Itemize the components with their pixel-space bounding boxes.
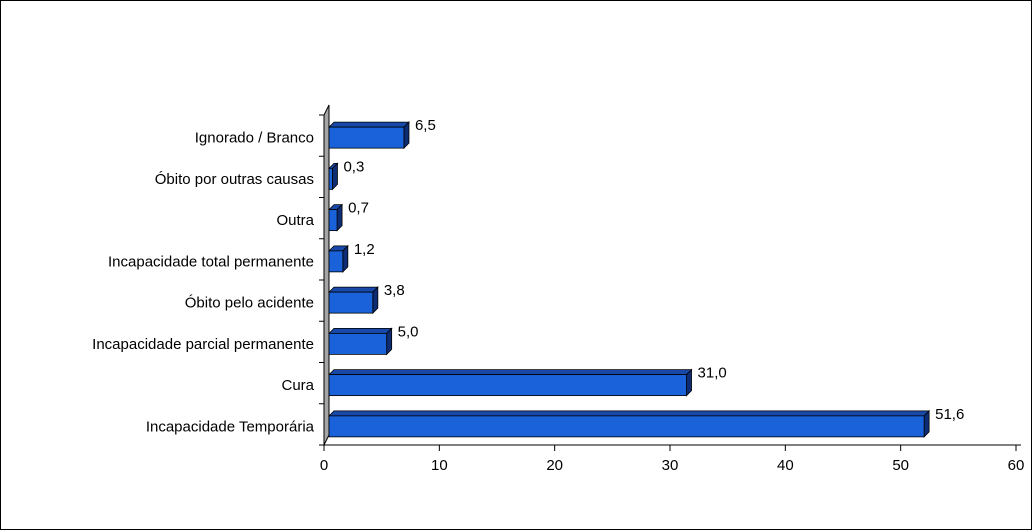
bar [328,121,410,150]
bar-front-face [328,374,687,397]
category-label: Incapacidade Temporária [146,418,315,435]
bar [328,368,693,397]
bar-front-face [328,291,374,314]
bar-front-face [328,415,925,438]
bars [328,121,931,438]
value-label: 51,6 [935,406,964,423]
bar-top-face [328,369,693,376]
bar-front-face [328,167,333,190]
bar-side-face [686,368,692,397]
x-tick-label: 50 [892,457,909,474]
bar [328,286,379,315]
bar-side-face [923,409,930,438]
bar [328,203,344,232]
category-label: Ignorado / Branco [195,130,314,147]
value-label: 3,8 [384,282,405,299]
bar-side-face [372,286,379,315]
value-label: 0,7 [348,200,369,217]
bar-front-face [328,250,344,273]
side-wall [323,104,330,446]
value-label: 5,0 [398,323,419,340]
x-tick-label: 10 [431,457,448,474]
bar-side-face [342,244,349,273]
category-label: Óbito por outras causas [155,171,314,188]
bar [328,162,339,191]
category-label: Incapacidade total permanente [108,253,314,270]
bar [328,244,349,273]
x-axis-ticks: 0 10 20 30 40 50 60 [319,114,1025,474]
category-label: Incapacidade parcial permanente [92,336,314,353]
category-label: Óbito pelo acidente [185,295,314,312]
bar-side-face [386,327,393,356]
x-tick-label: 60 [1008,457,1025,474]
category-labels: Ignorado / Branco Óbito por outras causas… [92,130,314,436]
category-label: Cura [281,377,314,394]
value-label: 6,5 [415,117,436,134]
x-tick-label: 40 [777,457,794,474]
bar-side-face [332,162,338,191]
value-label: 1,2 [354,241,375,258]
value-labels: 6,5 0,3 0,7 1,2 3,8 5,0 31,0 51,6 [343,117,964,423]
bar-front-face [328,126,405,149]
bar-top-face [328,410,931,417]
value-label: 0,3 [343,158,364,175]
value-label: 31,0 [698,365,727,382]
bar-top-face [328,286,379,293]
category-label: Outra [276,212,314,229]
bar-top-face [328,121,410,128]
x-tick-label: 30 [662,457,679,474]
x-tick-label: 0 [320,457,328,474]
bar-side-face [336,203,343,232]
bar-front-face [328,209,338,232]
bar-top-face [328,327,393,334]
bar [328,409,931,438]
bar-side-face [403,121,410,150]
bar [328,327,393,356]
x-tick-label: 20 [546,457,563,474]
bar-front-face [328,332,388,355]
